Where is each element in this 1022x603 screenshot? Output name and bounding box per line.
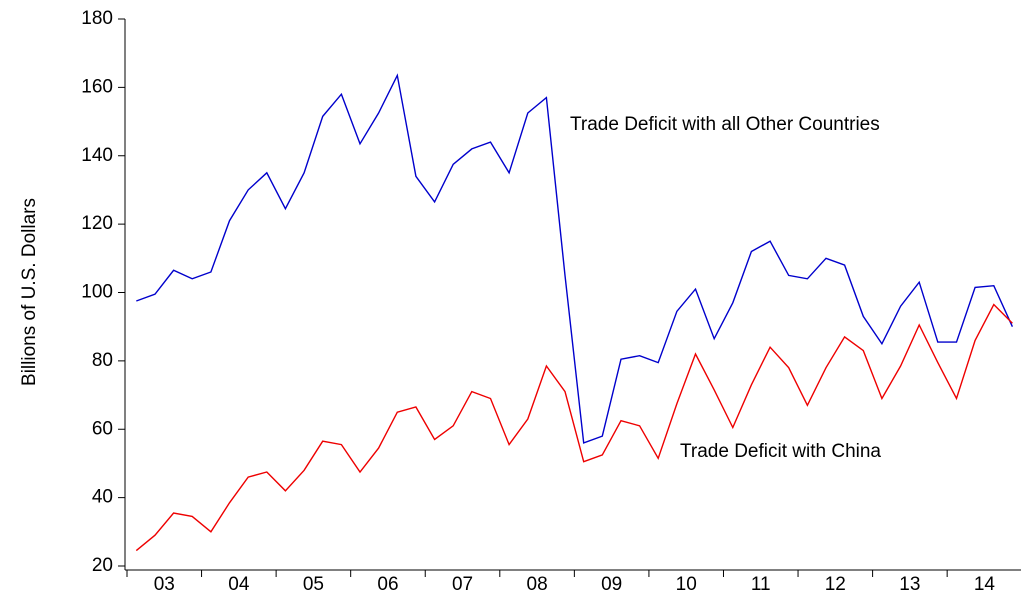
series-annotation: Trade Deficit with all Other Countries: [570, 114, 880, 135]
y-tick-label: 60: [92, 418, 113, 439]
y-tick-label: 20: [92, 555, 113, 576]
x-tick-label: 13: [899, 574, 920, 595]
y-axis-label: Billions of U.S. Dollars: [19, 198, 40, 386]
x-tick-label: 04: [228, 574, 250, 595]
x-tick-label: 07: [452, 574, 473, 595]
x-tick-label: 09: [601, 574, 622, 595]
x-tick-label: 12: [825, 574, 846, 595]
x-tick-label: 06: [377, 574, 398, 595]
x-tick-label: 05: [303, 574, 324, 595]
x-tick-label: 08: [527, 574, 548, 595]
series-line: [136, 73, 1014, 444]
y-tick-label: 180: [81, 8, 113, 29]
y-tick-label: 80: [92, 350, 113, 371]
x-tick-label: 14: [974, 574, 996, 595]
y-tick-label: 40: [92, 487, 113, 508]
y-tick-label: 160: [81, 76, 113, 97]
y-tick-label: 100: [81, 282, 113, 303]
y-tick-label: 140: [81, 145, 113, 166]
series-annotation: Trade Deficit with China: [680, 441, 881, 462]
series-line: [135, 303, 1013, 552]
x-tick-label: 11: [751, 574, 771, 595]
y-tick-label: 120: [81, 213, 113, 234]
x-tick-label: 03: [154, 574, 175, 595]
x-tick-label: 10: [676, 574, 697, 595]
